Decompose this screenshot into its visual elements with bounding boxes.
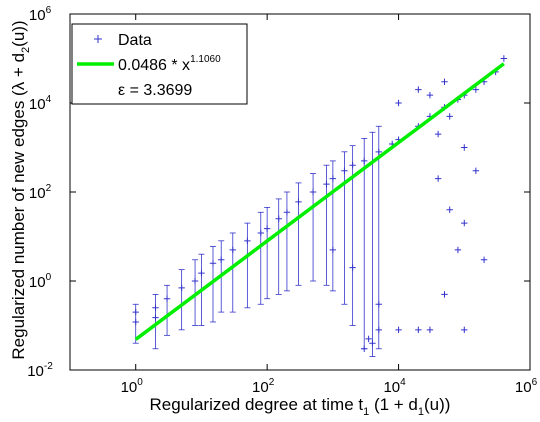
- data-point: [434, 175, 442, 182]
- data-layer: [132, 55, 508, 358]
- data-point: [283, 209, 291, 216]
- data-point: [375, 301, 382, 308]
- data-point: [454, 246, 462, 254]
- data-point: [446, 206, 453, 213]
- data-point: [198, 269, 205, 277]
- x-tick-label: 106: [515, 377, 538, 396]
- legend-label-epsilon: ε = 3.3699: [118, 82, 192, 99]
- data-point: [263, 225, 271, 232]
- data-point: [500, 55, 508, 62]
- data-point: [441, 291, 448, 298]
- y-tick-label: 10-2: [27, 361, 53, 380]
- fit-line-layer: [134, 62, 505, 341]
- data-point: [163, 295, 171, 302]
- y-axis-label: Regularized number of new edges (λ + d2(…: [9, 20, 32, 359]
- x-tick-label: 104: [383, 377, 406, 396]
- data-point: [446, 113, 453, 120]
- data-point: [472, 86, 480, 93]
- data-point: [132, 308, 139, 316]
- data-point: [349, 162, 356, 169]
- axes: 100 102 104 106 10-2 100 102 104 106: [27, 5, 537, 396]
- data-point: [178, 284, 185, 292]
- data-point: [329, 246, 337, 254]
- data-point: [244, 237, 251, 245]
- legend-marker-data: [94, 35, 102, 43]
- data-point: [218, 256, 225, 263]
- data-point: [415, 326, 422, 334]
- data-point: [152, 304, 159, 311]
- y-tick-label: 102: [29, 183, 52, 202]
- y-tick-label: 104: [29, 94, 52, 113]
- data-point: [361, 345, 368, 352]
- y-tick-label: 100: [29, 272, 52, 291]
- data-point: [472, 167, 480, 174]
- data-point: [426, 326, 434, 334]
- data-point: [361, 157, 368, 165]
- data-point: [375, 148, 382, 156]
- data-point: [395, 99, 402, 107]
- data-point: [323, 180, 330, 188]
- fit-line: [134, 62, 505, 341]
- data-point: [434, 130, 442, 138]
- x-tick-label: 102: [252, 377, 275, 396]
- y-tick-label: 106: [29, 5, 52, 24]
- data-point: [441, 78, 448, 85]
- legend-label-data: Data: [118, 32, 152, 49]
- axis-labels: Regularized degree at time t1 (1 + d1(u)…: [9, 20, 450, 418]
- data-point: [365, 335, 372, 343]
- data-point: [275, 215, 282, 222]
- x-axis-label: Regularized degree at time t1 (1 + d1(u)…: [150, 395, 451, 418]
- data-point: [329, 175, 337, 182]
- legend-label-fit: 0.0486 * x1.1060: [118, 54, 221, 74]
- data-point: [480, 256, 488, 263]
- data-point: [461, 326, 468, 334]
- data-point: [461, 144, 468, 151]
- data-point: [426, 91, 434, 99]
- data-point: [152, 314, 159, 321]
- data-point: [309, 188, 317, 196]
- data-point: [229, 246, 236, 254]
- data-point: [395, 326, 402, 334]
- data-point: [209, 260, 217, 267]
- data-point: [257, 229, 264, 237]
- data-point: [415, 86, 422, 93]
- legend: Data 0.0486 * x1.1060 ε = 3.3699: [71, 23, 248, 105]
- data-point: [191, 277, 199, 285]
- data-point: [349, 264, 356, 271]
- data-point: [369, 340, 376, 347]
- data-point: [341, 167, 348, 174]
- x-tick-label: 100: [121, 377, 144, 396]
- data-point: [132, 318, 139, 326]
- data-point: [295, 198, 302, 206]
- data-point: [461, 219, 468, 227]
- data-point: [375, 326, 382, 334]
